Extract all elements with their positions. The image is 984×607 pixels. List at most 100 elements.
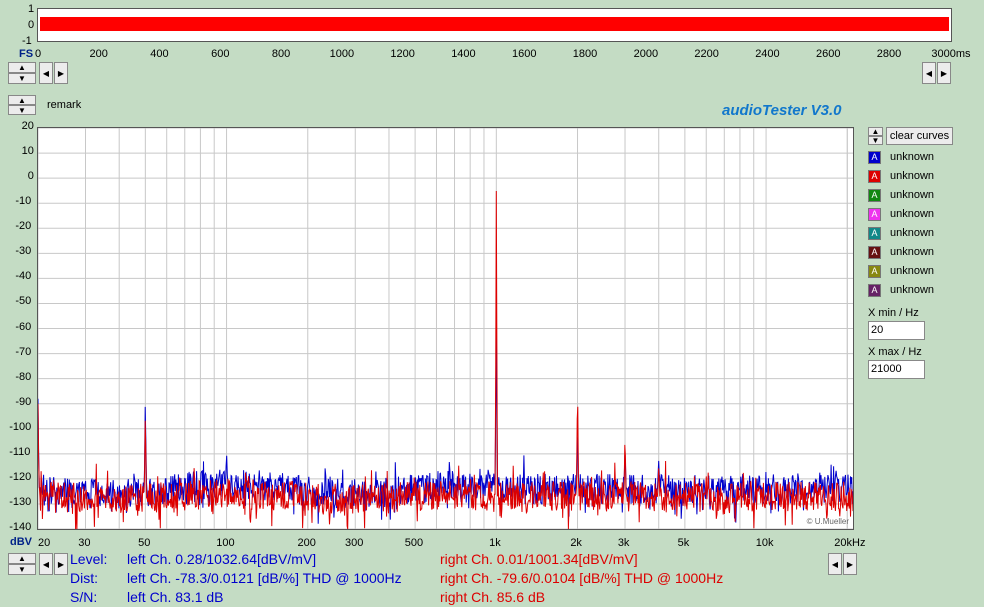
spectrum-y-tick: -90 (15, 395, 32, 408)
strip-y-tick: 1 (28, 3, 35, 15)
spectrum-x-tick: 20kHz (834, 537, 866, 549)
strip-scroll-down-button[interactable]: ▼ (8, 73, 36, 84)
remark-down-button[interactable]: ▼ (8, 105, 36, 115)
y-unit-label: dBV (10, 536, 32, 548)
time-strip-plot (37, 8, 952, 42)
legend-label: unknown (890, 227, 935, 239)
strip-left-button[interactable]: ◀ (39, 62, 53, 84)
spectrum-y-tick: 0 (27, 170, 34, 183)
strip-right-left-button[interactable]: ◀ (922, 62, 936, 84)
spectrum-x-tick: 5k (677, 537, 690, 549)
spectrum-y-tick: -20 (15, 220, 32, 233)
spectrum-x-tick: 1k (489, 537, 501, 549)
strip-x-tick: 1200 (390, 48, 415, 60)
spectrum-y-tick: -60 (15, 320, 32, 333)
strip-x-tick: 400 (150, 48, 169, 60)
spectrum-svg (38, 128, 853, 529)
spectrum-y-tick: 10 (21, 145, 34, 158)
bottom-down-button[interactable]: ▼ (8, 564, 36, 575)
spectrum-x-tick: 30 (78, 537, 91, 549)
curves-up-button[interactable]: ▲ (868, 127, 883, 136)
strip-x-tick: 800 (271, 48, 291, 60)
left-dist-value: left Ch. -78.3/0.0121 [dB/%] THD @ 1000H… (127, 570, 402, 586)
xmax-label: X max / Hz (868, 346, 922, 358)
spectrum-y-tick: -50 (15, 295, 32, 308)
legend-label: unknown (890, 246, 935, 258)
level-label: Level: (70, 551, 108, 567)
remark-up-button[interactable]: ▲ (8, 95, 36, 105)
curve-color-icon[interactable]: A (868, 245, 881, 259)
strip-x-tick: 1600 (512, 48, 537, 60)
legend-label: unknown (890, 284, 935, 296)
spectrum-y-tick: -10 (15, 195, 32, 208)
strip-x-tick: 2200 (694, 48, 719, 60)
strip-x-tick: 600 (211, 48, 230, 60)
curve-color-icon[interactable]: A (868, 264, 881, 278)
strip-x-tick: 3000ms (931, 48, 971, 60)
spectrum-y-tick: -30 (15, 245, 32, 258)
bottom-right-right-button[interactable]: ▶ (843, 553, 857, 575)
legend-label: unknown (890, 151, 935, 163)
curve-color-icon[interactable]: A (868, 207, 881, 221)
curve-color-icon[interactable]: A (868, 188, 881, 202)
strip-x-tick: 0 (35, 48, 42, 60)
xmin-label: X min / Hz (868, 307, 919, 319)
curves-down-button[interactable]: ▼ (868, 136, 883, 145)
spectrum-x-tick: 300 (344, 537, 364, 549)
curve-color-icon[interactable]: A (868, 169, 881, 183)
right-channel-trace (38, 190, 853, 529)
curve-color-icon[interactable]: A (868, 283, 881, 297)
clear-curves-button[interactable]: clear curves (886, 127, 953, 145)
spectrum-y-tick: -40 (15, 270, 32, 283)
strip-x-tick: 2400 (755, 48, 780, 60)
spectrum-y-tick: 20 (21, 120, 34, 132)
strip-scroll-up-button[interactable]: ▲ (8, 62, 36, 73)
bottom-right-left-button[interactable]: ◀ (828, 553, 842, 575)
strip-right-right-button[interactable]: ▶ (937, 62, 951, 84)
strip-right-button[interactable]: ▶ (54, 62, 68, 84)
spectrum-x-tick: 20 (38, 537, 51, 549)
spectrum-x-tick: 10k (755, 537, 774, 549)
right-dist-value: right Ch. -79.6/0.0104 [dB/%] THD @ 1000… (440, 570, 724, 586)
spectrum-x-tick: 100 (216, 537, 235, 549)
spectrum-y-tick: -80 (15, 370, 32, 383)
legend-label: unknown (890, 265, 935, 277)
remark-label: remark (47, 99, 82, 111)
spectrum-x-tick: 2k (570, 537, 582, 549)
strip-x-tick: 1800 (572, 48, 598, 60)
copyright-label: © U.Mueller (806, 517, 849, 526)
strip-x-tick: 1400 (451, 48, 476, 60)
curve-color-icon[interactable]: A (868, 150, 881, 164)
xmax-input[interactable]: 21000 (868, 360, 925, 379)
bottom-up-button[interactable]: ▲ (8, 553, 36, 564)
spectrum-y-tick: -70 (15, 345, 32, 358)
spectrum-x-tick: 50 (138, 537, 151, 549)
strip-x-tick: 2000 (633, 48, 659, 60)
xmin-input[interactable]: 20 (868, 321, 925, 340)
strip-x-tick: 2800 (876, 48, 902, 60)
legend-label: unknown (890, 170, 935, 182)
spectrum-y-tick: -110 (9, 445, 31, 458)
left-sn-value: left Ch. 83.1 dB (127, 589, 224, 605)
bottom-left-button[interactable]: ◀ (39, 553, 53, 575)
bottom-right-button[interactable]: ▶ (54, 553, 68, 575)
sn-label: S/N: (70, 589, 98, 605)
spectrum-x-tick: 200 (297, 537, 316, 549)
spectrum-y-tick: -130 (9, 495, 32, 508)
strip-y-tick: -1 (22, 35, 32, 47)
spectrum-plot: © U.Mueller (37, 127, 854, 530)
spectrum-y-tick: -140 (9, 521, 32, 533)
strip-x-tick: 200 (89, 48, 108, 60)
left-level-value: left Ch. 0.28/1032.64[dBV/mV] (127, 551, 317, 567)
right-sn-value: right Ch. 85.6 dB (440, 589, 546, 605)
legend-label: unknown (890, 208, 935, 220)
curve-color-icon[interactable]: A (868, 226, 881, 240)
